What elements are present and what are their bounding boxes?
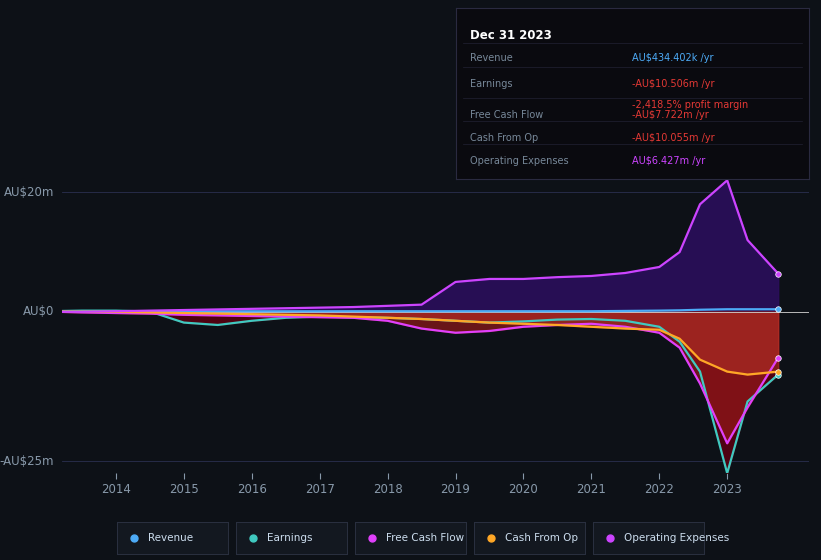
Text: Cash From Op: Cash From Op bbox=[470, 133, 538, 143]
Text: -AU$10.055m /yr: -AU$10.055m /yr bbox=[632, 133, 715, 143]
Text: -AU$25m: -AU$25m bbox=[0, 455, 54, 468]
Text: Earnings: Earnings bbox=[470, 80, 512, 89]
Text: Dec 31 2023: Dec 31 2023 bbox=[470, 29, 552, 42]
Text: -2,418.5% profit margin: -2,418.5% profit margin bbox=[632, 100, 749, 110]
Text: AU$6.427m /yr: AU$6.427m /yr bbox=[632, 156, 705, 166]
Text: Free Cash Flow: Free Cash Flow bbox=[386, 533, 464, 543]
Text: -AU$10.506m /yr: -AU$10.506m /yr bbox=[632, 80, 714, 89]
Text: -AU$7.722m /yr: -AU$7.722m /yr bbox=[632, 110, 709, 120]
Text: Revenue: Revenue bbox=[148, 533, 193, 543]
Text: Cash From Op: Cash From Op bbox=[505, 533, 578, 543]
Text: AU$0: AU$0 bbox=[23, 305, 54, 318]
Text: Operating Expenses: Operating Expenses bbox=[470, 156, 568, 166]
Text: Operating Expenses: Operating Expenses bbox=[624, 533, 729, 543]
Text: AU$434.402k /yr: AU$434.402k /yr bbox=[632, 53, 713, 63]
Text: AU$20m: AU$20m bbox=[4, 186, 54, 199]
Text: Free Cash Flow: Free Cash Flow bbox=[470, 110, 543, 120]
Text: Revenue: Revenue bbox=[470, 53, 512, 63]
Text: Earnings: Earnings bbox=[267, 533, 313, 543]
